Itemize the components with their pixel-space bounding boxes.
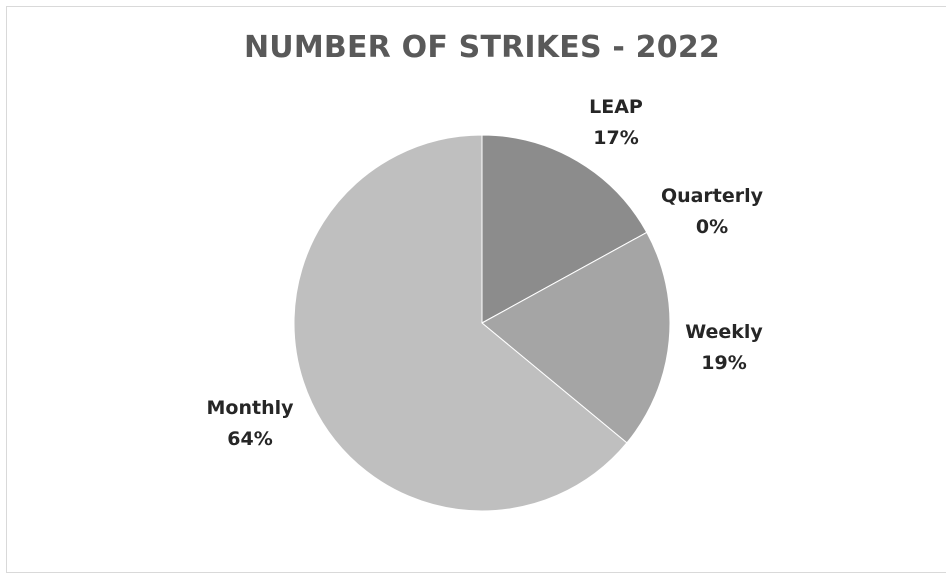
data-label-leap: LEAP 17%	[589, 96, 643, 149]
data-label-quarterly: Quarterly 0%	[661, 185, 764, 238]
data-label-weekly: Weekly 19%	[685, 321, 763, 374]
pie-slice-leap	[481, 134, 648, 324]
pie-slice-monthly	[293, 134, 628, 512]
pie-slice-weekly	[481, 231, 671, 444]
pie-slices	[293, 134, 671, 512]
chart-title: NUMBER OF STRIKES - 2022	[244, 30, 720, 65]
data-label-monthly: Monthly 64%	[207, 397, 295, 450]
pie-labels: LEAP 17% Quarterly 0% Weekly 19% Monthly 64%	[207, 96, 764, 450]
